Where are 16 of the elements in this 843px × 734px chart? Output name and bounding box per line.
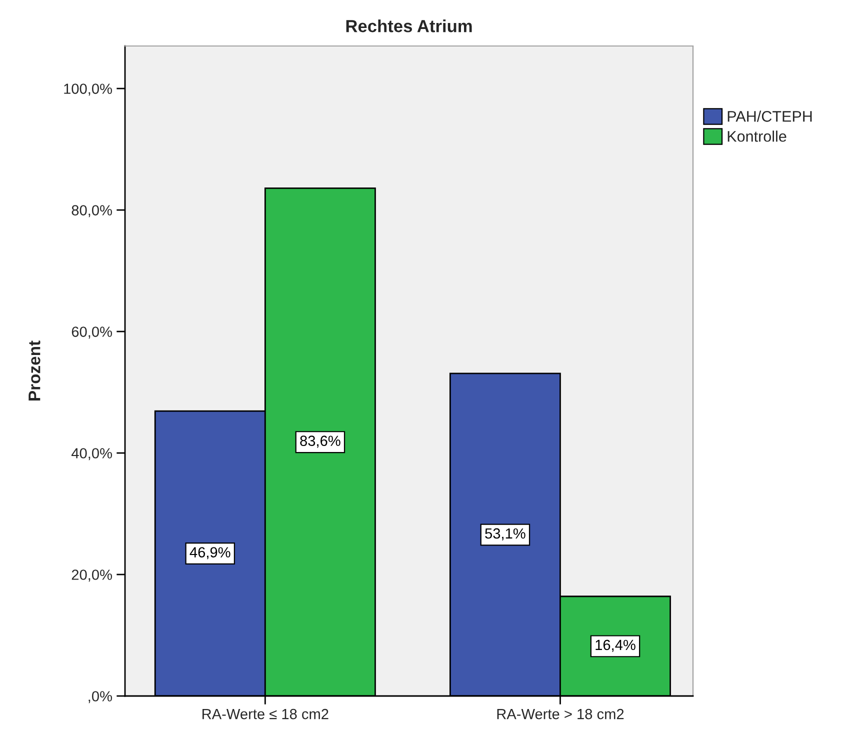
data-label: 16,4% bbox=[596, 640, 636, 652]
y-axis-title: Prozent bbox=[28, 340, 40, 400]
y-tick-label: 40,0% bbox=[71, 448, 112, 460]
chart-title: Rechtes Atrium bbox=[346, 20, 472, 32]
data-label: 83,6% bbox=[300, 436, 340, 448]
y-tick-label: 60,0% bbox=[72, 326, 112, 339]
data-label: 46,9% bbox=[190, 547, 230, 560]
data-label: 53,1% bbox=[485, 528, 526, 540]
legend-label: PAH/CTEPH bbox=[728, 110, 812, 122]
x-tick-label: RA-Werte > 18 cm2 bbox=[497, 708, 624, 720]
y-tick-label: ,0% bbox=[88, 691, 112, 704]
x-tick-label: RA-Werte ≤ 18 cm2 bbox=[202, 708, 328, 720]
y-tick-label: 20,0% bbox=[72, 570, 112, 582]
y-tick-label: 80,0% bbox=[72, 205, 112, 218]
legend-label: Kontrolle bbox=[728, 130, 786, 142]
y-tick-label: 100,0% bbox=[64, 84, 112, 96]
